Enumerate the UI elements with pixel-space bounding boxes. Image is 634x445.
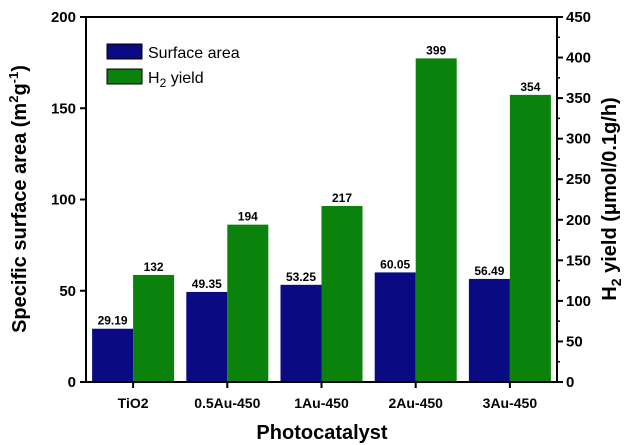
legend: Surface area H2 yield xyxy=(106,43,240,90)
x-tick-label: 2Au-450 xyxy=(388,395,443,411)
legend-swatch-h2-yield xyxy=(106,68,143,85)
right-y-tick-label: 200 xyxy=(566,212,591,229)
bar-h2-yield xyxy=(509,94,551,382)
legend-label-surface-area: Surface area xyxy=(148,45,240,62)
left-y-axis: 0 50 100 150 200 xyxy=(51,9,86,391)
right-y-tick-label: 250 xyxy=(566,171,591,188)
value-label-h2-yield: 399 xyxy=(426,43,446,57)
value-label-h2-yield: 217 xyxy=(332,191,352,205)
right-y-tick-label: 50 xyxy=(566,333,583,350)
bar-h2-yield xyxy=(133,274,175,382)
value-label-h2-yield: 354 xyxy=(520,80,540,94)
x-tick-label: 1Au-450 xyxy=(294,395,349,411)
value-label-surface-area: 53.25 xyxy=(286,270,316,284)
right-y-tick-label: 350 xyxy=(566,90,591,107)
value-label-surface-area: 49.35 xyxy=(192,277,222,291)
value-label-h2-yield: 132 xyxy=(144,260,164,274)
x-axis-title: Photocatalyst xyxy=(256,422,387,444)
legend-swatch-surface-area xyxy=(106,43,143,60)
value-label-surface-area: 29.19 xyxy=(98,314,128,328)
x-axis: TiO2 0.5Au-450 1Au-450 2Au-450 3Au-450 xyxy=(118,382,538,411)
right-y-tick-label: 450 xyxy=(566,9,591,26)
left-y-tick-label: 100 xyxy=(51,192,76,209)
left-y-tick-label: 50 xyxy=(59,283,76,300)
bar-h2-yield xyxy=(227,224,269,382)
legend-label-h2-yield: H2 yield xyxy=(148,70,204,90)
bar-surface-area xyxy=(186,291,228,382)
right-y-tick-label: 300 xyxy=(566,131,591,148)
bar-h2-yield xyxy=(321,205,363,382)
x-tick-label: 0.5Au-450 xyxy=(194,395,260,411)
right-y-axis-title: H2 yield (μmol/0.1g/h) xyxy=(599,97,624,300)
left-y-tick-label: 0 xyxy=(68,374,76,391)
left-y-tick-label: 150 xyxy=(51,100,76,117)
surface-area-bars xyxy=(92,272,510,382)
right-y-tick-label: 100 xyxy=(566,293,591,310)
bar-surface-area xyxy=(92,328,134,382)
right-y-axis: 0 50 100 150 200 250 300 350 400 450 xyxy=(557,9,591,391)
bar-h2-yield xyxy=(415,58,457,382)
h2-yield-bars xyxy=(133,58,551,382)
value-label-surface-area: 56.49 xyxy=(474,264,504,278)
bar-surface-area xyxy=(468,278,510,382)
right-y-tick-label: 0 xyxy=(566,374,574,391)
bar-surface-area xyxy=(280,284,322,382)
x-tick-label: TiO2 xyxy=(118,395,149,411)
value-label-surface-area: 60.05 xyxy=(380,257,410,271)
value-label-h2-yield: 194 xyxy=(238,210,258,224)
bar-value-labels: 29.19 132 49.35 194 53.25 217 60.05 399 56.49 354 xyxy=(98,43,541,327)
left-y-tick-label: 200 xyxy=(51,9,76,26)
bar-surface-area xyxy=(374,272,416,382)
right-y-tick-label: 400 xyxy=(566,50,591,67)
x-tick-label: 3Au-450 xyxy=(483,395,538,411)
left-y-axis-title: Specific surface area (m2g-1) xyxy=(6,65,31,333)
right-y-tick-label: 150 xyxy=(566,252,591,269)
